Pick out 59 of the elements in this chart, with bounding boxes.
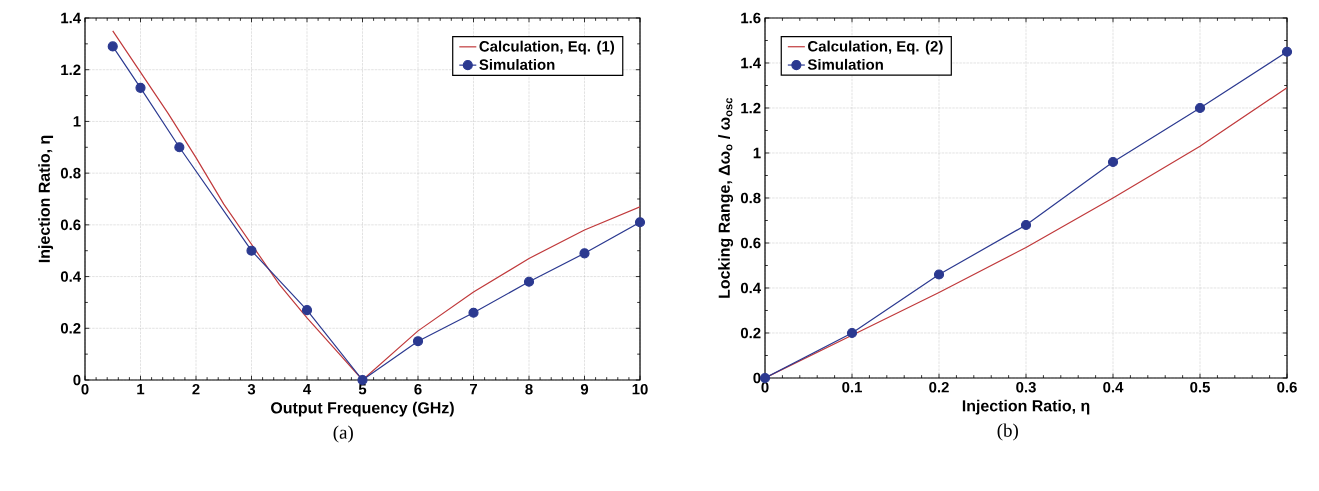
text: (b) [997, 423, 1018, 441]
x-tick-label: 0.6 [1277, 381, 1297, 393]
y-tick-label: 1 [753, 147, 761, 159]
point [579, 248, 590, 259]
y-tick-label: 0.2 [740, 327, 761, 339]
point [135, 82, 146, 93]
point [634, 217, 646, 228]
point [1194, 102, 1206, 114]
y-axis-title: Injection Ratio, η [38, 135, 54, 263]
x-tick-label: 0.2 [929, 381, 949, 393]
point [246, 245, 257, 256]
y-tick-label: 0.8 [60, 167, 81, 179]
point [468, 307, 479, 318]
x-tick-label: 2 [192, 383, 200, 395]
legend-label: Calculation, Eq. (1) [479, 40, 615, 55]
y-tick-label: 1 [73, 116, 81, 127]
x-tick-label: 6 [414, 383, 422, 395]
x-tick-label: 0.3 [1016, 381, 1036, 393]
point [1107, 156, 1119, 168]
x-tick-label: 1 [137, 383, 145, 395]
y-axis-title: Locking Range, Δω$_{o}$ / ω$_{osc}$ [718, 97, 734, 298]
x-tick-label: 7 [469, 383, 478, 395]
x-tick-label: 0.1 [842, 381, 862, 393]
point [107, 41, 118, 52]
y-tick-label: 1.2 [61, 64, 81, 75]
x-tick-label: 5 [358, 383, 367, 395]
legend-label: Simulation [807, 58, 883, 70]
legend-label: Calculation, Eq. (2) [808, 40, 943, 55]
y-tick-label: 1.2 [741, 102, 761, 114]
x-tick-label: 10 [632, 383, 648, 395]
x-axis-title: Injection Ratio, η [962, 399, 1090, 415]
point [933, 269, 945, 280]
point [1020, 219, 1032, 231]
point [846, 327, 858, 339]
point [412, 336, 424, 347]
y-tick-label: 0 [753, 372, 761, 384]
y-tick-label: 1.4 [61, 12, 81, 24]
x-tick-label: 4 [303, 383, 312, 395]
y-tick-label: 0.6 [740, 237, 761, 249]
point [1281, 46, 1293, 57]
point [174, 142, 185, 153]
x-tick-label: 9 [580, 383, 589, 395]
text: (a) [333, 425, 353, 443]
point [301, 305, 313, 316]
y-tick-label: 0.8 [740, 192, 761, 204]
x-tick-label: 0.5 [1190, 381, 1210, 393]
x-tick-label: 0.4 [1103, 381, 1124, 393]
y-tick-label: 0.4 [740, 282, 762, 294]
y-tick-label: 1.4 [741, 57, 762, 69]
y-tick-label: 0.2 [60, 322, 81, 334]
x-tick-label: 3 [247, 383, 256, 395]
point [523, 276, 535, 287]
y-tick-label: 0.6 [60, 219, 81, 231]
y-tick-label: 0.4 [60, 271, 81, 282]
x-axis-title: Output Frequency (GHz) [271, 401, 454, 417]
y-tick-label: 1.6 [741, 12, 761, 24]
legend-label: Simulation [479, 58, 555, 70]
x-tick-label: 0 [81, 383, 89, 395]
x-tick-label: 8 [525, 383, 533, 395]
